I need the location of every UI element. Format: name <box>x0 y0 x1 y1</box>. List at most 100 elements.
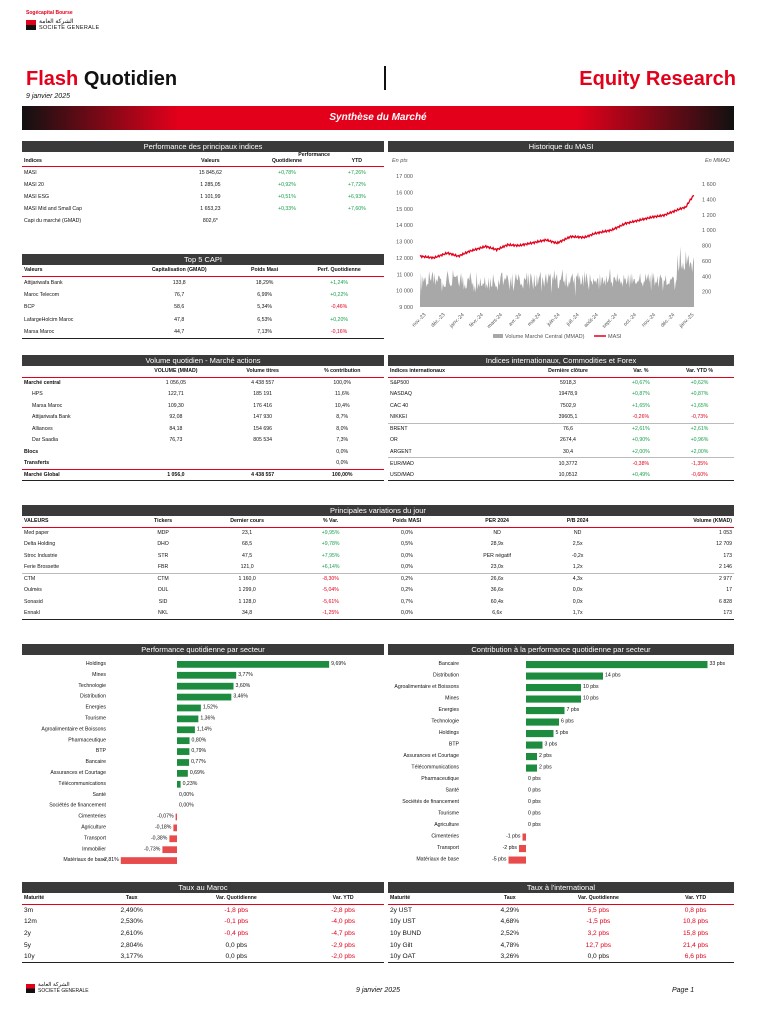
cell: 154 696 <box>253 425 273 432</box>
bar <box>169 835 177 843</box>
cell: 15 845,62 <box>198 169 222 176</box>
cell: MDP <box>157 530 169 536</box>
cell: Maroc Telecom <box>24 291 60 298</box>
cell: MASI 20 <box>24 181 44 188</box>
category-label: Agriculture <box>81 825 106 831</box>
data-label: -0,38% <box>151 835 168 841</box>
col-header: Var. Quotidienne <box>539 893 658 905</box>
data-label: 2 pbs <box>539 765 552 771</box>
cell: -0,38% <box>632 460 650 467</box>
cell: 7502,9 <box>560 402 576 409</box>
data-label: 0,69% <box>190 770 205 776</box>
category-label: Agriculture <box>434 822 459 828</box>
cell: 3,2 pbs <box>587 929 610 937</box>
table-row: Ferie Brossette FBR 121,0 +6,14% 0,0% 23,0x 1,… <box>22 562 734 574</box>
top5-section: Top 5 CAPI Valeurs Capitalisation (GMAD) P… <box>22 254 384 339</box>
cell: Marché central <box>24 380 61 386</box>
cell: 17 <box>726 587 732 594</box>
table-row: Attijariwafa Bank 92,08 147 930 8,7% <box>22 412 384 424</box>
legend-volume-swatch <box>493 334 503 338</box>
intl-title: Indices internationaux, Commodities et F… <box>388 355 734 366</box>
category-label: Santé <box>92 792 106 798</box>
bar <box>177 770 188 777</box>
cell: Stroc Industrie <box>24 552 58 559</box>
category-label: Assurances et Courtage <box>403 753 459 759</box>
cell: 19478,9 <box>558 391 578 398</box>
table-row: Stroc Industrie STR 47,5 +7,95% 0,0% PER néga… <box>22 550 734 562</box>
cell: +0,87% <box>631 391 650 398</box>
cell: S&P500 <box>390 380 410 386</box>
category-label: Matériaux de base <box>416 857 459 863</box>
cell: +7,26% <box>347 169 366 176</box>
data-label: 1,52% <box>203 705 218 711</box>
masi-title: Historique du MASI <box>388 141 734 152</box>
title-flash: Flash <box>26 68 79 90</box>
cell: +2,61% <box>690 426 709 432</box>
cell: 2,5x <box>572 541 583 548</box>
cell: -1,8 pbs <box>224 906 249 914</box>
cell: Blocs <box>24 448 39 455</box>
cell: USD/MAD <box>388 469 520 481</box>
cell: 10y Gilt <box>390 941 413 949</box>
cell: NIKKEI <box>390 414 408 420</box>
bar <box>120 857 177 864</box>
y-tick-label: 15 000 <box>396 207 413 213</box>
cell: 11,6% <box>335 391 350 398</box>
cell: 1 128,0 <box>238 598 256 605</box>
y-tick-label: 12 000 <box>396 256 413 262</box>
masi-section: Historique du MASI En pts En MMAD 17 000 16… <box>388 141 734 341</box>
cell: ND <box>493 530 501 536</box>
cell: OR <box>390 437 398 444</box>
cell: 21,4 pbs <box>682 941 709 949</box>
category-label: Technologie <box>431 719 459 725</box>
cell: 0,8 pbs <box>684 906 707 914</box>
cell: 5918,3 <box>560 380 576 386</box>
cell: 34,8 <box>194 607 301 620</box>
category-label: Sociétés de financement <box>402 799 459 805</box>
cell: 12,7 pbs <box>585 941 612 949</box>
x-tick-label: juil.-24 <box>565 312 581 328</box>
cell: +9,78% <box>321 541 340 548</box>
cell: Capi du marché (GMAD) <box>24 217 82 224</box>
cell: MASI Mid and Small Cap <box>24 205 82 212</box>
bar <box>526 684 581 692</box>
sector-perf-title: Performance quotidienne par secteur <box>22 644 384 655</box>
table-row: Dar Saadia 76,73 805 534 7,3% <box>22 435 384 447</box>
col-header: Poids Masi <box>235 265 295 277</box>
taux-intl-section: Taux à l'international Maturité Taux Var. … <box>388 882 734 964</box>
cell: 2674,4 <box>560 437 576 444</box>
table-row: Transferts 0,0% <box>22 458 384 470</box>
cell: 109,30 <box>167 402 184 409</box>
volume-section: Volume quotidien - Marché actions VOLUME… <box>22 355 384 481</box>
cell: 47,5 <box>242 552 253 559</box>
cell <box>127 458 225 470</box>
col-header <box>22 366 127 378</box>
table-row: NASDAQ 19478,9 +0,87% +0,87% <box>388 389 734 401</box>
y-tick-label: 16 000 <box>396 190 413 196</box>
cell: 0,0% <box>361 607 453 620</box>
cell: +0,96% <box>690 437 709 444</box>
cell: 2,52% <box>500 929 520 937</box>
col-header: % Var. <box>300 516 362 528</box>
data-label: 0,79% <box>191 748 206 754</box>
cell: 10y OAT <box>388 951 481 964</box>
bar <box>177 726 195 734</box>
cell: +0,20% <box>330 316 348 323</box>
data-label: 10 pbs <box>583 684 599 690</box>
cell: 1,7x <box>541 607 614 620</box>
cell: +0,87% <box>690 391 709 398</box>
cell: 5,5 pbs <box>587 906 610 914</box>
cell: 185 191 <box>253 391 273 398</box>
cell: 1 101,99 <box>200 193 221 200</box>
cell: MASI <box>24 169 37 176</box>
col-header: VALEURS <box>22 516 133 528</box>
cell <box>127 446 225 458</box>
x-tick-label: déc.-23 <box>430 312 447 329</box>
cell: 1 056,05 <box>165 380 186 386</box>
cell: 10y BUND <box>390 929 422 937</box>
col-header: Var. YTD <box>302 893 384 905</box>
cell: 12m <box>24 918 37 926</box>
cell: 10,0512 <box>519 469 617 481</box>
col-header: Tickers <box>132 516 195 528</box>
cell: +2,00% <box>690 448 709 455</box>
